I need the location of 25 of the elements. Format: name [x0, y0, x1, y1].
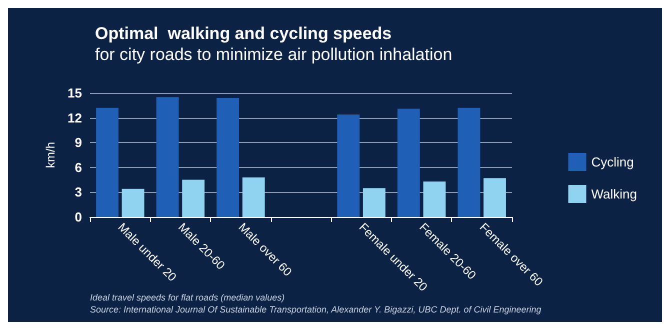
bar — [337, 114, 360, 217]
bar — [397, 108, 420, 217]
bar — [362, 188, 386, 217]
y-tick-label: 15 — [68, 86, 82, 100]
bar — [216, 98, 240, 217]
legend-label: Cycling — [591, 154, 634, 170]
y-tick-label: 6 — [74, 160, 82, 175]
y-tick-label: 3 — [74, 184, 82, 200]
y-axis-title: km/h — [44, 142, 58, 168]
y-tick-label: 12 — [68, 110, 82, 126]
bar — [122, 188, 144, 217]
bar — [96, 108, 118, 217]
bar — [182, 180, 205, 217]
source-note: Source: International Journal Of Sustainable Transportation, Alexander Y. Bigazzi, UBC Dept. of Civil Engineering — [90, 304, 542, 314]
bar — [458, 108, 480, 217]
y-tick-label: 9 — [74, 135, 82, 150]
y-tick-label: 0 — [74, 210, 82, 224]
bar — [423, 181, 446, 217]
chart-title: Optimal walking and cycling speeds — [95, 24, 392, 43]
bar — [484, 178, 506, 217]
legend-label: Walking — [591, 186, 638, 202]
bar — [156, 97, 179, 217]
chart-subtitle: for city roads to minimize air pollution inhalation — [95, 45, 452, 64]
bar — [242, 177, 265, 217]
text: Ideal travel speeds for flat roads (median values) — [90, 292, 285, 302]
